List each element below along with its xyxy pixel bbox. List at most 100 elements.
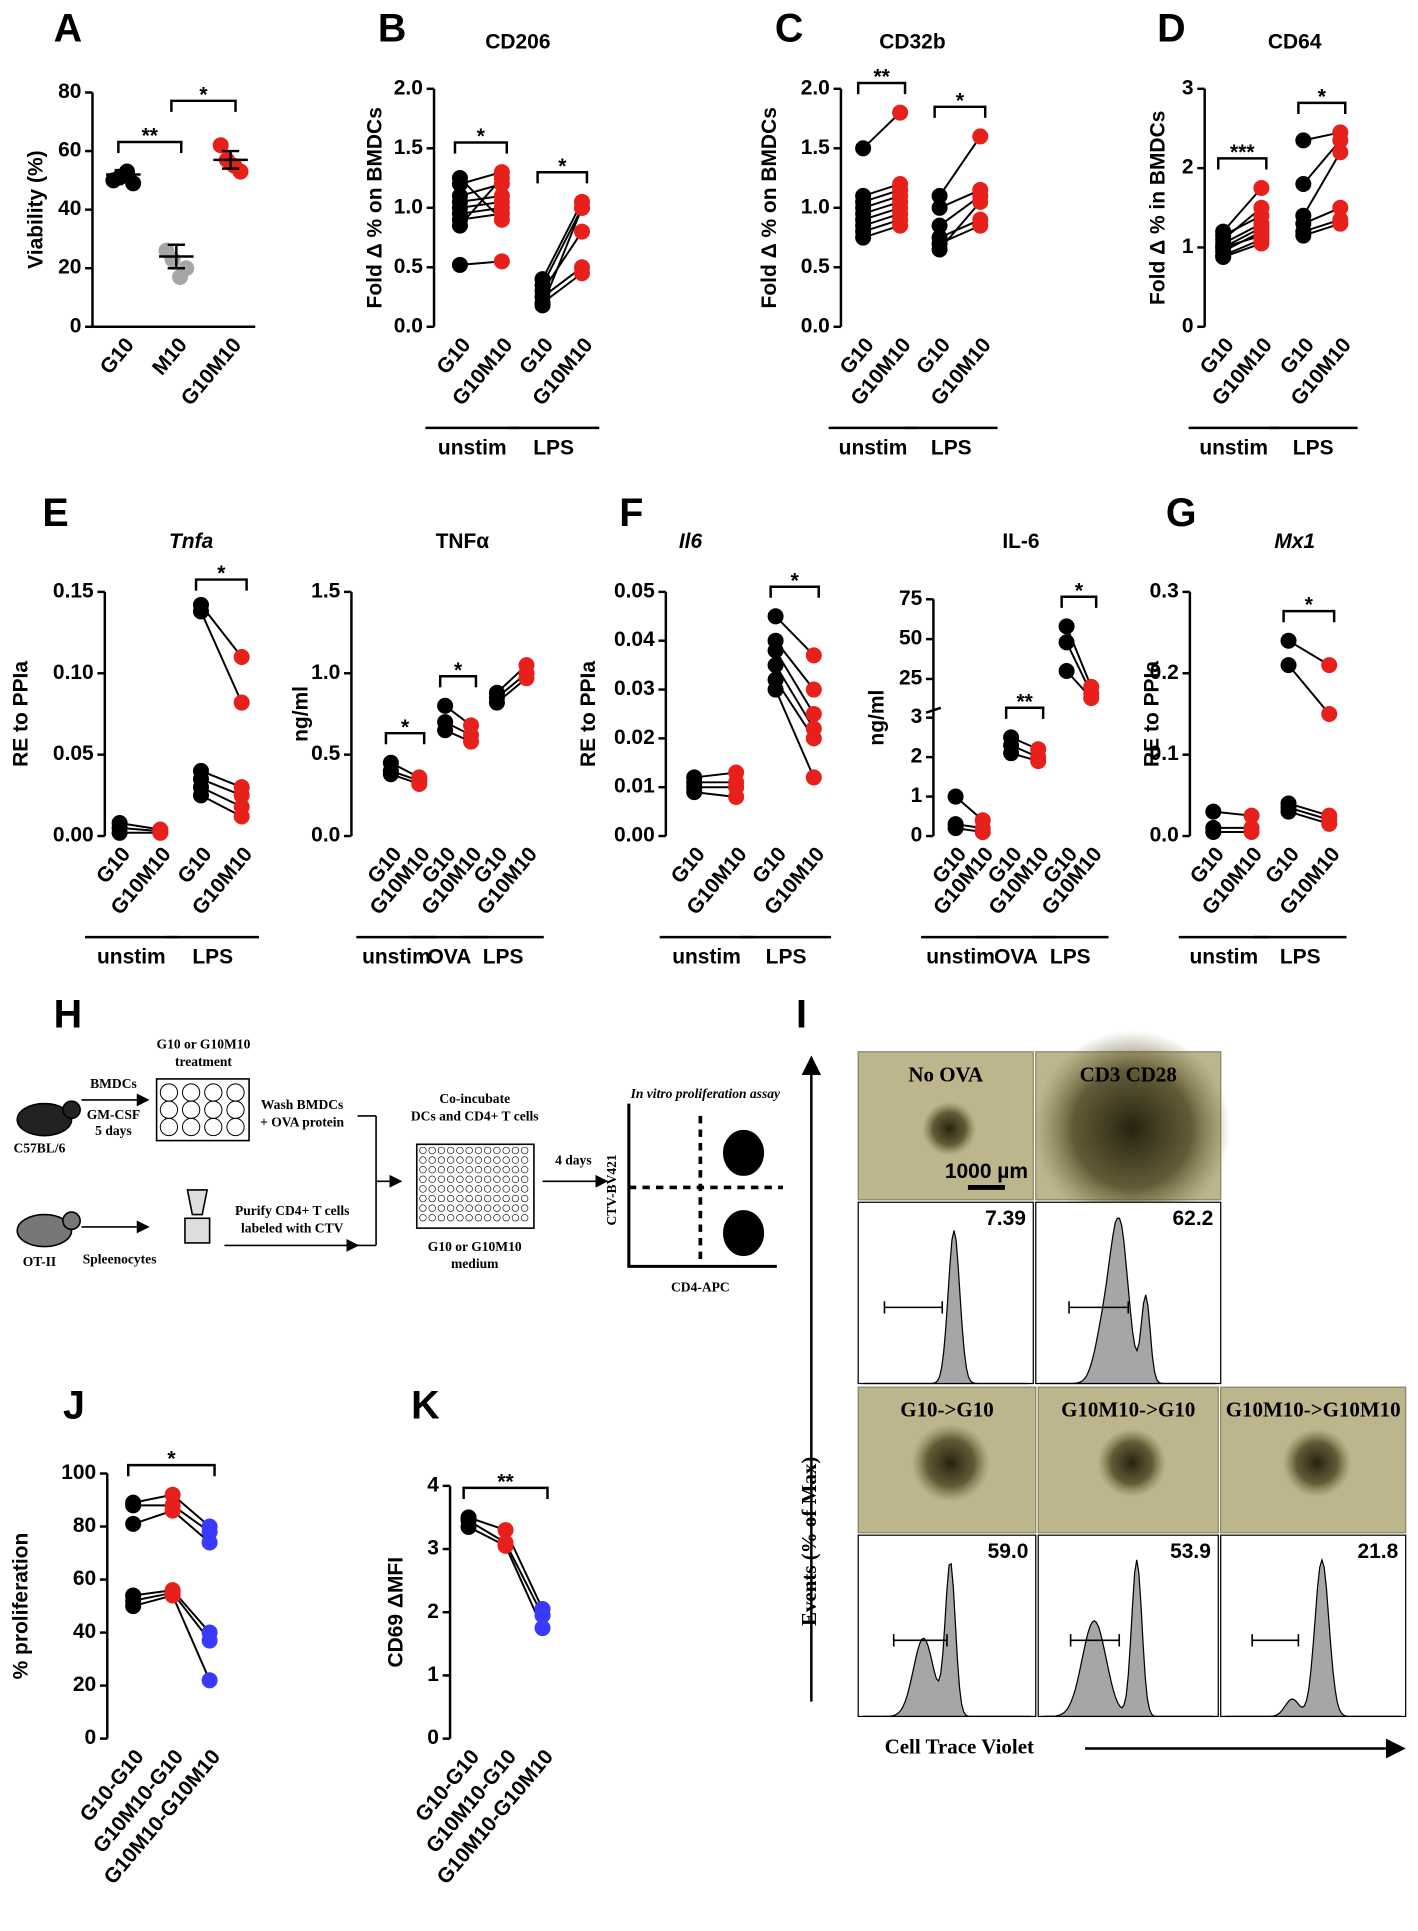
group-label: LPS: [483, 946, 524, 969]
y-tick-label: 0: [427, 1726, 439, 1749]
data-point: [1253, 207, 1270, 224]
significance-bracket: [1004, 706, 1045, 719]
y-tick-label: 20: [58, 256, 81, 279]
significance-label: *: [477, 125, 486, 148]
y-tick-label: 0.2: [1150, 661, 1179, 684]
well: [419, 1185, 427, 1193]
panel-letter: D: [1157, 6, 1185, 50]
gate-percent: 62.2: [1173, 1207, 1214, 1230]
data-point: [1332, 199, 1349, 216]
data-point: [488, 694, 505, 711]
group-label: OVA: [994, 946, 1038, 969]
panel-letter: C: [775, 6, 803, 50]
y-tick-label: 2: [427, 1600, 439, 1623]
well: [484, 1185, 492, 1193]
panel-letter: E: [42, 491, 68, 535]
well: [511, 1166, 520, 1174]
well: [511, 1175, 520, 1183]
significance-label: ***: [1230, 141, 1255, 164]
y-tick-label: 0.05: [614, 579, 655, 602]
pair-line: [774, 615, 815, 657]
spheroid: [911, 1423, 990, 1503]
data-point: [534, 1620, 551, 1637]
y-axis-label: ng/ml: [865, 690, 888, 746]
well: [493, 1214, 501, 1222]
well: [447, 1214, 455, 1222]
well: [502, 1204, 510, 1212]
y-tick-label: 40: [73, 1620, 96, 1643]
y-tick-label: 0.05: [53, 742, 94, 765]
data-point: [892, 217, 909, 234]
well: [447, 1156, 455, 1164]
diagram-text: G10 or G10M10: [157, 1037, 251, 1052]
y-tick-label: 1: [427, 1663, 439, 1686]
data-point: [1295, 227, 1312, 244]
data-point: [164, 251, 181, 268]
data-point: [805, 681, 822, 698]
well: [474, 1166, 483, 1174]
well: [447, 1185, 455, 1193]
data-point: [1253, 227, 1270, 244]
y-tick-label: 0.5: [801, 255, 830, 278]
chart-title: Mx1: [1274, 530, 1315, 553]
y-tick-label: 2.0: [801, 76, 830, 99]
y-tick-label: 0.0: [394, 314, 423, 337]
well: [511, 1146, 520, 1155]
well: [437, 1175, 446, 1183]
pair-line: [1222, 187, 1263, 233]
well: [465, 1204, 473, 1212]
group-label: unstim: [672, 946, 741, 969]
well: [521, 1146, 529, 1155]
significance-bracket: [170, 99, 237, 112]
y-tick-label: 20: [73, 1673, 96, 1696]
well: [226, 1117, 245, 1137]
group-label: unstim: [438, 436, 507, 459]
y-tick-label: 3: [911, 705, 923, 728]
chart: 0.00.51.01.5ng/mlTNFαG10G10M10G10G10M10G…: [290, 530, 544, 969]
diagram-text: In vitro proliferation assay: [630, 1086, 781, 1101]
well: [428, 1204, 436, 1212]
well: [447, 1166, 455, 1174]
y-tick-label: 80: [58, 80, 81, 103]
well: [511, 1194, 520, 1203]
well: [447, 1204, 455, 1212]
flow-tile: G10->G10 59.0: [857, 1386, 1037, 1718]
panel-letter: B: [378, 6, 406, 50]
well: [456, 1156, 464, 1164]
significance-label: *: [454, 659, 463, 682]
pair-line: [171, 1509, 211, 1544]
tile-label: G10->G10: [900, 1398, 993, 1422]
significance-label: *: [956, 89, 965, 112]
chart-title: IL-6: [1002, 530, 1039, 553]
well: [521, 1194, 529, 1203]
group-label: unstim: [1189, 946, 1258, 969]
group-label: unstim: [97, 946, 166, 969]
data-point: [451, 170, 468, 187]
y-tick-label: 0.00: [614, 824, 655, 847]
y-tick-label: 1.5: [801, 136, 830, 159]
data-point: [463, 733, 480, 750]
data-point: [497, 1522, 514, 1539]
data-point: [1215, 227, 1232, 244]
well: [465, 1214, 473, 1222]
data-point: [1030, 753, 1047, 770]
significance-bracket: [769, 585, 820, 598]
well: [502, 1194, 510, 1203]
data-point: [931, 199, 948, 216]
pair-line: [1302, 151, 1342, 217]
x-axis-label: Cell Trace Violet: [885, 1734, 1034, 1758]
significance-label: *: [1075, 579, 1084, 602]
histogram: [1043, 1559, 1214, 1718]
significance-bracket: [194, 578, 248, 591]
y-tick-label: 0.01: [614, 775, 655, 798]
y-tick-label: 1.0: [801, 195, 830, 218]
well: [456, 1204, 464, 1212]
well: [484, 1146, 492, 1155]
well: [456, 1214, 464, 1222]
well: [521, 1175, 529, 1183]
well: [465, 1194, 473, 1203]
group-label: LPS: [1280, 946, 1321, 969]
